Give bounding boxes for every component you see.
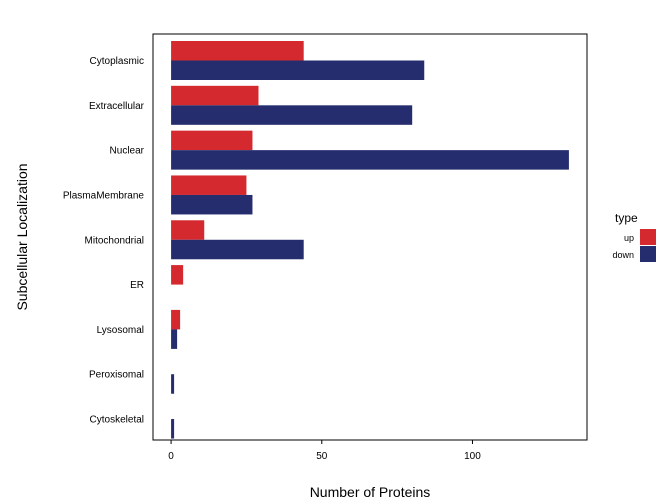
category-label-cytoplasmic: Cytoplasmic [90, 56, 144, 67]
legend: type up down [612, 211, 656, 262]
bars-group [171, 41, 569, 439]
bar-lysosomal-up [171, 309, 181, 330]
bar-extracellular-down [171, 105, 413, 125]
category-label-cytoskeletal: Cytoskeletal [90, 415, 144, 426]
x-tick-label: 50 [316, 451, 328, 462]
bar-peroxisomal-down [171, 374, 175, 394]
bar-nuclear-down [171, 150, 569, 170]
legend-key-down [640, 246, 656, 262]
bar-cytoskeletal-down [171, 419, 175, 439]
legend-label-down: down [612, 250, 634, 260]
bar-cytoplasmic-up [171, 41, 304, 61]
x-tick-label: 100 [464, 451, 481, 462]
category-label-extracellular: Extracellular [89, 101, 145, 112]
legend-label-up: up [624, 233, 634, 243]
bar-mitochondrial-down [171, 239, 304, 260]
category-label-nuclear: Nuclear [110, 146, 145, 157]
bar-lysosomal-down [171, 329, 178, 349]
x-axis-title: Number of Proteins [310, 484, 431, 500]
bar-mitochondrial-up [171, 220, 205, 240]
x-tick-label: 0 [168, 451, 174, 462]
bar-plasmamembrane-up [171, 175, 247, 195]
category-labels: Cytoplasmic Extracellular Nuclear PlasmaMem… [63, 56, 145, 426]
y-axis-title: Subcellular Localization [14, 163, 30, 310]
category-label-peroxisomal: Peroxisomal [89, 370, 144, 381]
bar-plasmamembrane-down [171, 194, 253, 215]
category-label-mitochondrial: Mitochondrial [85, 235, 144, 246]
x-axis-ticks: 0 50 100 [168, 440, 481, 462]
bar-nuclear-up [171, 130, 253, 151]
bar-extracellular-up [171, 85, 259, 106]
bar-cytoplasmic-down [171, 60, 425, 80]
legend-key-up [640, 229, 656, 245]
bar-er-up [171, 265, 184, 285]
category-label-er: ER [130, 280, 144, 291]
category-label-plasmamembrane: PlasmaMembrane [63, 190, 145, 201]
category-label-lysosomal: Lysosomal [97, 325, 144, 336]
legend-title: type [615, 211, 638, 225]
